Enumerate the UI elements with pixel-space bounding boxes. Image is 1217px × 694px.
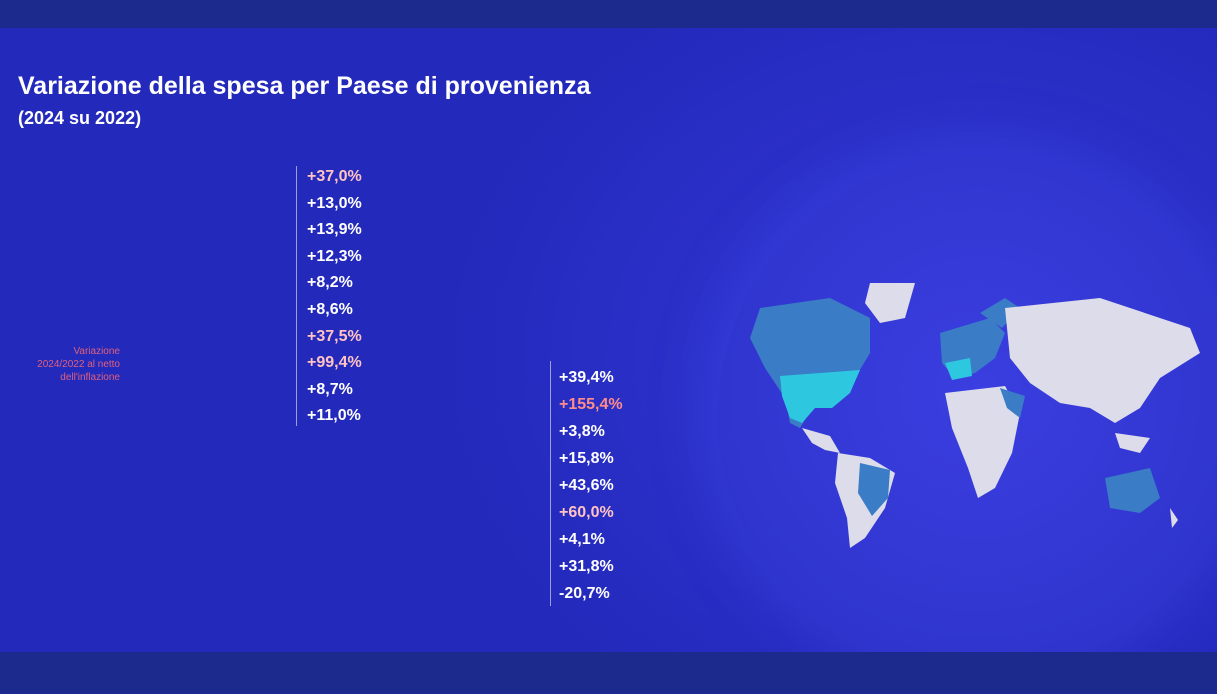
- bottom-band: [0, 652, 1217, 694]
- percent-change: +13,0%: [307, 194, 362, 212]
- right-divider: [550, 361, 551, 606]
- page-subtitle: (2024 su 2022): [18, 108, 142, 128]
- top-band: [0, 0, 1217, 28]
- percent-change: +60,0%: [559, 504, 614, 521]
- page-title: Variazione della spesa per Paese di prov…: [18, 72, 591, 100]
- percent-change: +99,4%: [307, 354, 362, 372]
- percent-change: +13,9%: [307, 221, 362, 239]
- world-map-icon: [750, 283, 1200, 548]
- left-country-list: STATI UNITI+37,0%GERMANIA+13,0%FRANCIA+1…: [0, 28, 1217, 652]
- infographic-panel: Variazione della spesa per Paese di prov…: [0, 28, 1217, 652]
- percent-change: +3,8%: [559, 423, 605, 440]
- percent-change: +8,6%: [307, 301, 353, 318]
- percent-change: +43,6%: [559, 477, 614, 494]
- left-divider: [296, 166, 297, 426]
- percent-change: -20,7%: [559, 585, 610, 602]
- percent-change: +37,0%: [307, 168, 362, 185]
- percent-change: +12,3%: [307, 247, 362, 265]
- percent-change: +39,4%: [559, 369, 614, 386]
- percent-change: +4,1%: [559, 531, 605, 548]
- percent-change: +155,4%: [559, 396, 623, 413]
- right-country-list: CANADA+39,4%BRASILE+155,4%DANIMARCA+3,8%…: [0, 28, 1217, 652]
- percent-change: +15,8%: [559, 450, 614, 467]
- percent-change: +31,8%: [559, 558, 614, 575]
- percent-change: +11,0%: [307, 407, 361, 425]
- percent-change: +8,7%: [307, 380, 353, 398]
- percent-change: +37,5%: [307, 327, 362, 345]
- percent-change: +8,2%: [307, 274, 353, 292]
- legend-note: Variazione 2024/2022 al netto dell'infla…: [37, 346, 120, 383]
